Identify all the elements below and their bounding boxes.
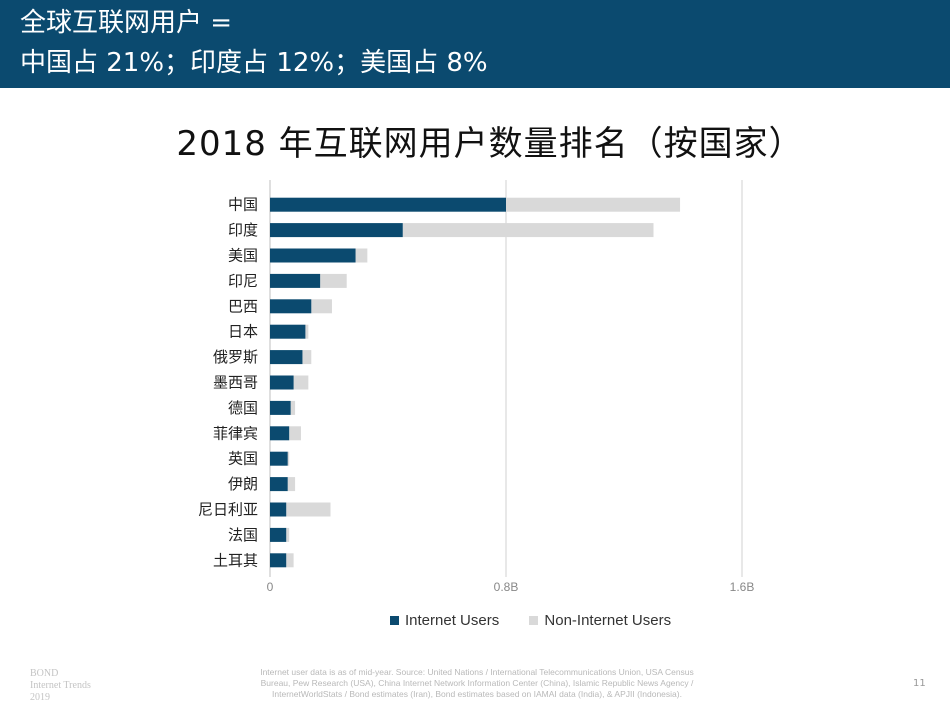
bar-chart: 0 0.8B 1.6B 中国印度美国印尼巴西日本俄罗斯墨西哥德国菲律宾英国伊朗尼日利亚… (198, 180, 755, 594)
bar-internet (270, 299, 312, 314)
category-label: 法国 (228, 526, 258, 544)
bar-non-internet (320, 273, 347, 288)
bar-internet (270, 553, 287, 568)
banner-subline: 中国占 21%；印度占 12%；美国占 8% (20, 48, 488, 78)
legend-label-non-internet: Non-Internet Users (544, 612, 672, 629)
legend-item-internet: Internet Users (390, 612, 499, 629)
bar-non-internet (402, 223, 654, 238)
bar-internet (270, 223, 403, 238)
category-label: 巴西 (228, 297, 258, 315)
category-label: 英国 (228, 450, 258, 468)
bar-internet (270, 400, 291, 415)
bar-internet (270, 502, 287, 517)
bar-non-internet (311, 299, 332, 314)
legend-swatch-internet (390, 616, 399, 625)
bar-non-internet (286, 502, 331, 517)
bar-non-internet (287, 477, 296, 492)
category-label: 中国 (228, 196, 258, 214)
bar-internet (270, 350, 303, 365)
bar-internet (270, 324, 306, 339)
category-label: 印度 (228, 221, 258, 239)
category-label: 伊朗 (228, 475, 258, 493)
page-number: 11 (913, 678, 926, 689)
source-footnote: Internet user data is as of mid-year. So… (232, 667, 722, 700)
footnote-line-3: InternetWorldStats / Bond estimates (Ira… (272, 689, 682, 699)
bar-non-internet (286, 527, 290, 542)
bar-internet (270, 426, 290, 441)
legend-label-internet: Internet Users (405, 612, 500, 629)
x-tick-label: 0.8B (494, 580, 519, 594)
category-label: 美国 (228, 247, 258, 265)
category-label: 俄罗斯 (213, 348, 258, 366)
banner-headline: 全球互联网用户 = (20, 8, 233, 38)
category-label: 土耳其 (213, 551, 258, 569)
footnote-line-2: Bureau, Pew Research (USA), China Intern… (260, 678, 694, 688)
brand-line-1: BOND (30, 668, 59, 679)
bar-internet (270, 451, 288, 466)
bar-non-internet (506, 197, 681, 212)
bar-non-internet (290, 400, 296, 415)
bar-internet (270, 477, 288, 492)
bar-non-internet (287, 451, 290, 466)
x-tick-label: 0 (267, 580, 274, 594)
footnote-line-1: Internet user data is as of mid-year. So… (260, 667, 694, 677)
bond-logo: BOND Internet Trends 2019 (30, 668, 91, 704)
bar-internet (270, 527, 287, 542)
category-label: 墨西哥 (213, 374, 258, 392)
bar-internet (270, 248, 356, 263)
brand-line-2: Internet Trends (30, 680, 91, 691)
bar-non-internet (305, 324, 309, 339)
category-label: 德国 (228, 399, 258, 417)
brand-line-3: 2019 (30, 692, 50, 703)
chart-title: 2018 年互联网用户数量排名（按国家） (176, 124, 804, 164)
bar-non-internet (355, 248, 368, 263)
legend-item-non-internet: Non-Internet Users (529, 612, 671, 629)
bar-internet (270, 197, 506, 212)
title-banner: 全球互联网用户 = 中国占 21%；印度占 12%；美国占 8% (0, 0, 950, 88)
bar-internet (270, 273, 321, 288)
legend: Internet Users Non-Internet Users (390, 612, 697, 629)
bar-non-internet (286, 553, 294, 568)
bar-non-internet (302, 350, 312, 365)
category-label: 尼日利亚 (198, 501, 258, 519)
bar-non-internet (293, 375, 309, 390)
bar-internet (270, 375, 294, 390)
bar-non-internet (289, 426, 301, 441)
category-label: 印尼 (228, 272, 258, 290)
category-label: 日本 (228, 323, 258, 341)
x-tick-label: 1.6B (730, 580, 755, 594)
legend-swatch-non-internet (529, 616, 539, 625)
category-label: 菲律宾 (213, 424, 258, 442)
